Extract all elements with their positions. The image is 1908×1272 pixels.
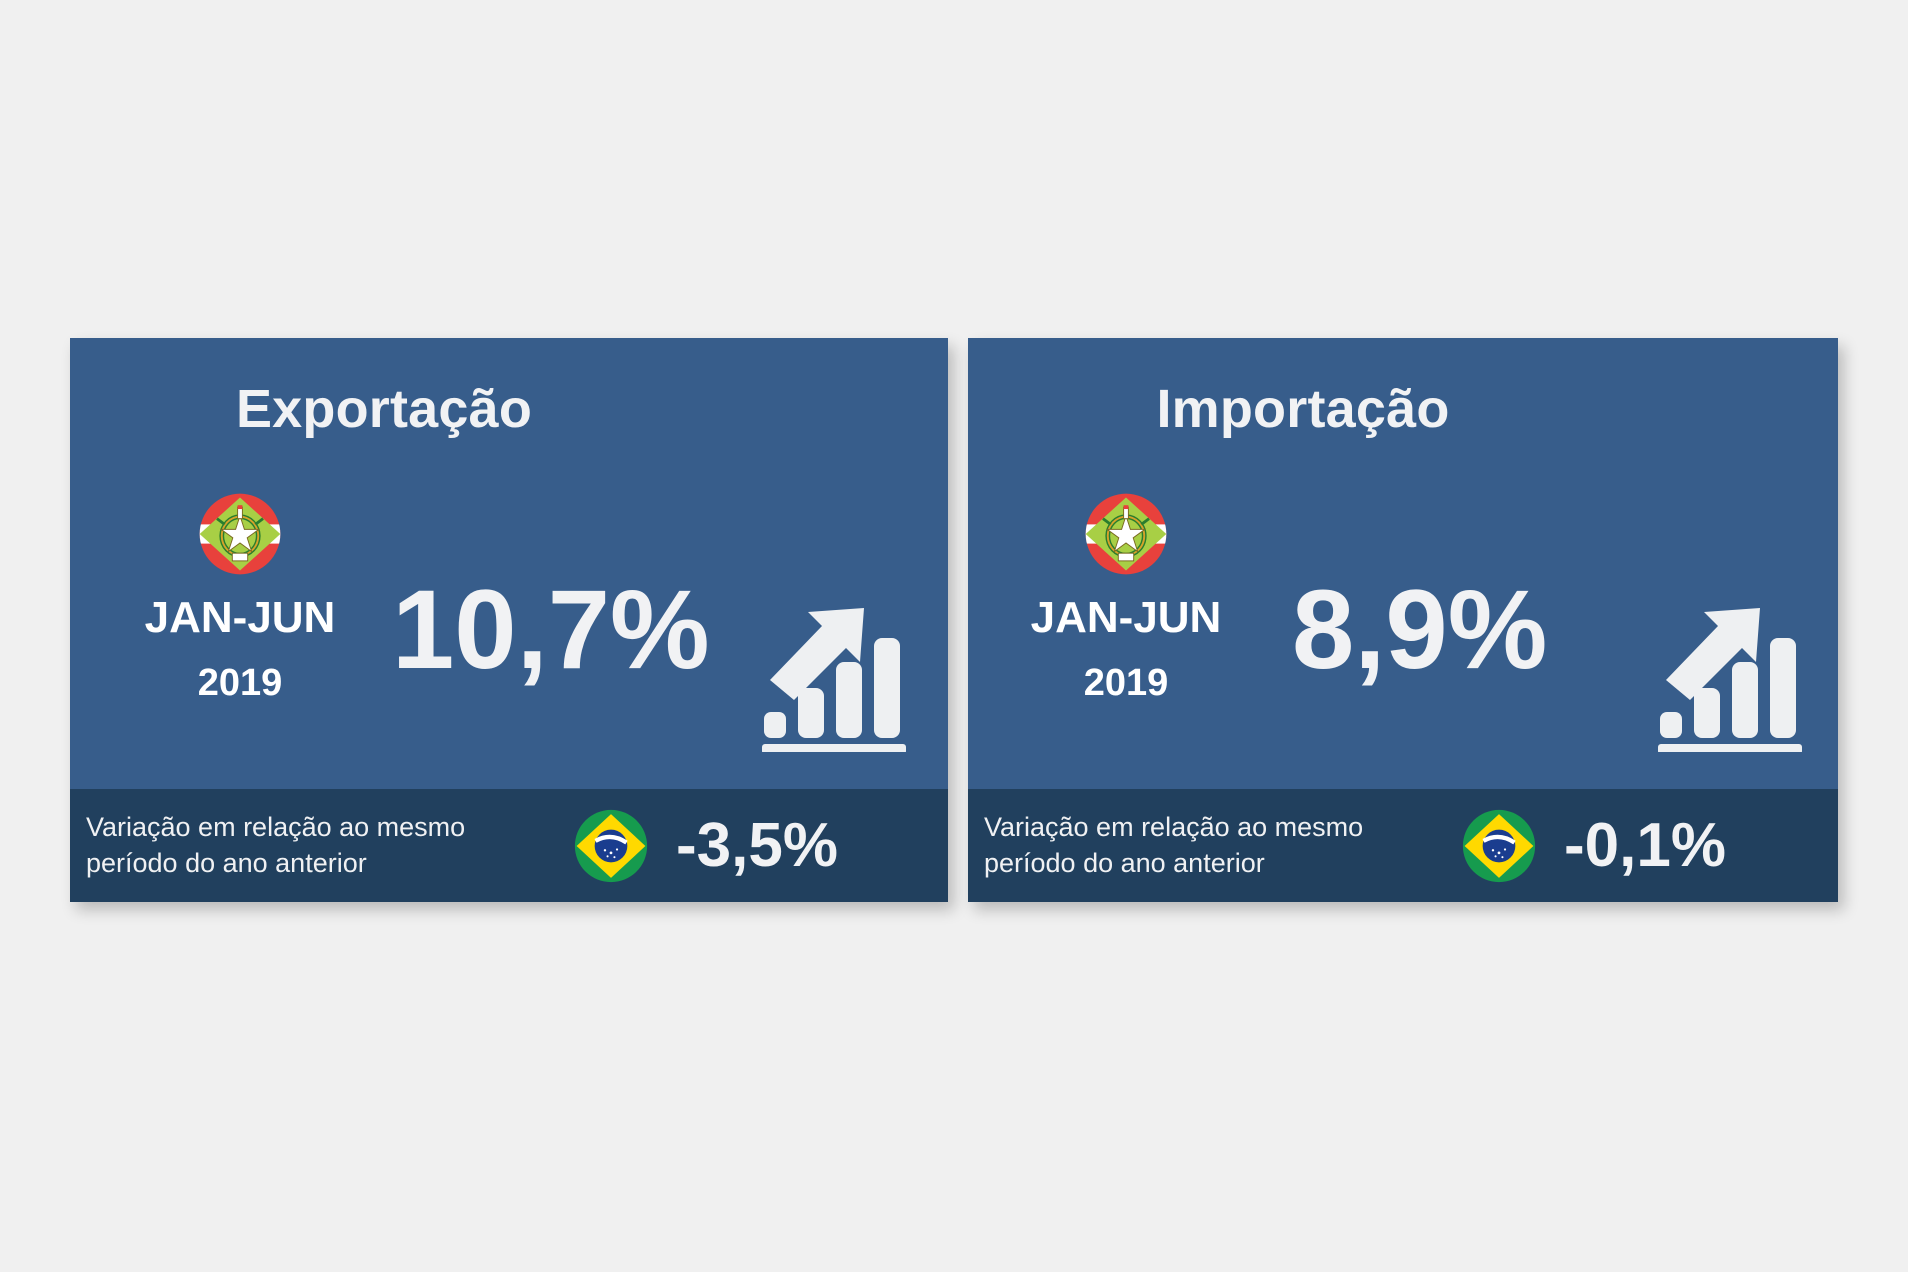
value-exportacao: 10,7% [392, 567, 710, 692]
card-exportacao: Exportação [70, 338, 948, 902]
santa-catarina-flag-icon [199, 493, 281, 575]
card-importacao: Importação [968, 338, 1838, 902]
footer-caption-exportacao: Variação em relação ao mesmo período do … [86, 811, 466, 878]
period-block-importacao: JAN-JUN 2019 [976, 486, 1276, 702]
value-importacao: 8,9% [1292, 567, 1548, 692]
period-year-exportacao: 2019 [197, 662, 283, 704]
period-label-exportacao: JAN-JUN [144, 593, 336, 642]
brazil-flag-icon [1462, 809, 1536, 882]
period-block-exportacao: JAN-JUN 2019 [90, 486, 390, 702]
footer-value-importacao: -0,1% [1564, 810, 1726, 880]
footer-value-exportacao: -3,5% [676, 810, 838, 880]
brazil-flag-icon [574, 809, 648, 882]
growth-bar-chart-icon [1658, 608, 1802, 752]
card-footer-importacao: Variação em relação ao mesmo período do … [968, 789, 1838, 902]
period-label-importacao: JAN-JUN [1030, 593, 1222, 642]
footer-caption-importacao: Variação em relação ao mesmo período do … [984, 811, 1364, 878]
card-footer-exportacao: Variação em relação ao mesmo período do … [70, 789, 948, 902]
card-title-exportacao: Exportação [235, 379, 533, 439]
santa-catarina-flag-icon [1085, 493, 1167, 575]
growth-bar-chart-icon [762, 608, 906, 752]
period-year-importacao: 2019 [1083, 662, 1169, 704]
card-title-importacao: Importação [1156, 379, 1450, 439]
